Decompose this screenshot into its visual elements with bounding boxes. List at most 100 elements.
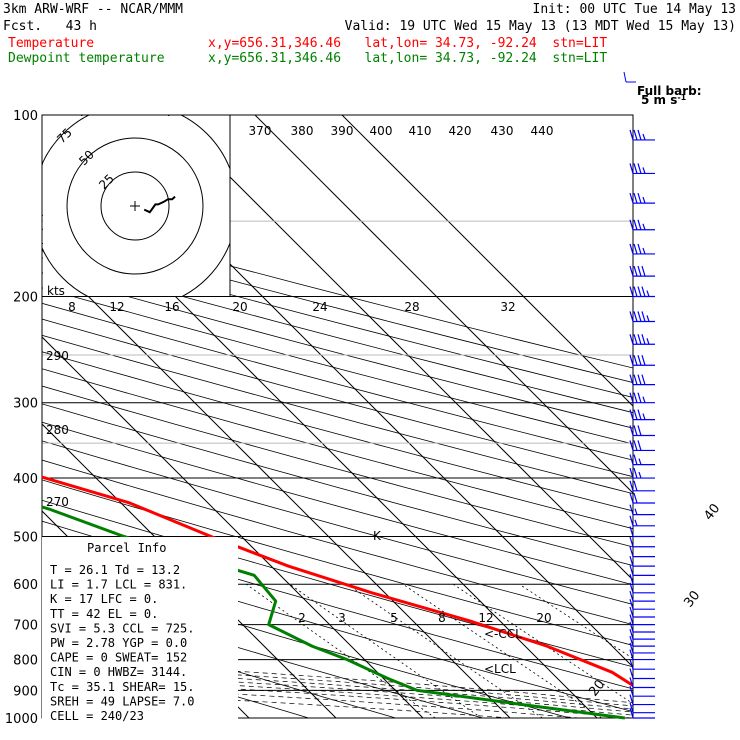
mixing-ratio-label: 8: [438, 611, 446, 625]
wind-barb: [629, 219, 655, 231]
mixing-ratio-label: 5: [390, 611, 398, 625]
wind-barb: [629, 192, 655, 204]
dry-adiabat: [42, 459, 633, 626]
wind-barb-flag: [633, 440, 638, 451]
wind-barb-flag: [641, 311, 646, 322]
wind-barb: [629, 265, 655, 277]
pressure-label: 600: [13, 578, 38, 593]
dewpoint-profile: [42, 505, 625, 720]
mixing-ratio-line: [519, 583, 633, 660]
mixing-ratio-label: 12: [478, 611, 493, 625]
temperature-location: x,y=656.31,346.46 lat,lon= 34.73, -92.24…: [208, 36, 608, 51]
wind-barb-flag: [629, 599, 634, 610]
wind-barb-half: [642, 223, 646, 230]
dry-adiabat-label: 290: [46, 349, 69, 363]
dry-adiabat: [42, 421, 633, 586]
dry-adiabat: [42, 499, 633, 668]
wind-barb-flag: [629, 546, 634, 557]
model-title: 3km ARW-WRF -- NCAR/MMM: [3, 2, 184, 17]
parcel-info-row: Tc = 35.1 SHEAR= 15.: [50, 680, 195, 694]
theta-label: 440: [531, 124, 554, 138]
wind-barb-flag: [629, 707, 634, 719]
parcel-info-row: TT = 42 EL = 0.: [50, 607, 158, 621]
wind-barb-flag: [633, 374, 638, 385]
parcel-info-row: SREH = 49 LAPSE= 7.0: [50, 694, 195, 708]
wind-barb-flag: [629, 219, 634, 230]
wind-barb-half: [642, 133, 646, 141]
wind-barb-flag: [629, 409, 634, 420]
moist-adiabat: [42, 659, 633, 704]
pressure-label: 700: [13, 619, 38, 634]
parcel-info-row: T = 26.1 Td = 13.2: [50, 563, 180, 577]
wind-barb: [629, 311, 655, 323]
isotherm-line: [42, 249, 511, 719]
pressure-label: 900: [13, 684, 38, 699]
wind-barb-flag: [629, 659, 634, 670]
wind-barb-flag: [629, 526, 634, 537]
wind-barb-flag: [633, 163, 638, 174]
wind-barb-flag: [637, 311, 642, 322]
wind-barb-flag: [629, 440, 634, 451]
wind-barb: [629, 574, 655, 585]
wind-barb-flag: [633, 129, 638, 141]
wind-barb-half: [642, 247, 646, 255]
parcel-info-row: SVI = 5.3 CCL = 725.: [50, 621, 195, 635]
theta-label: 400: [370, 124, 393, 138]
wind-barb: [629, 599, 655, 610]
wind-barb-half: [646, 315, 650, 322]
parcel-info-background: [42, 537, 238, 726]
temperature-legend: Temperature: [8, 36, 95, 51]
wind-barb-flag: [633, 311, 638, 322]
wind-barb-half: [642, 396, 646, 403]
plot-frame: [41, 114, 634, 719]
mixing-ratio-label: 3: [338, 611, 346, 625]
wind-barb: [629, 668, 655, 680]
parcel-info-row: LI = 1.7 LCL = 831.: [50, 578, 187, 592]
wind-barb: [629, 163, 655, 175]
isotherm-label: 40: [701, 501, 723, 523]
wind-barb-flag: [633, 243, 638, 255]
wind-barb-flag: [641, 286, 646, 297]
wind-barb-flag: [629, 355, 634, 366]
wind-barb-flag: [637, 440, 642, 451]
wind-barb-flag: [629, 454, 634, 465]
pressure-label: 300: [13, 397, 38, 412]
wind-barb-flag: [637, 265, 642, 277]
wind-barb: [629, 555, 655, 567]
wind-barb-flag: [633, 454, 638, 465]
wind-barb-flag: [629, 635, 634, 647]
wind-barb-flag: [637, 425, 642, 436]
dry-adiabat: [42, 564, 570, 719]
wind-barb: [629, 546, 655, 558]
mixing-ratio-line: [289, 583, 482, 719]
parcel-info-row: K = 17 LFC = 0.: [50, 592, 158, 606]
wind-barb: [629, 129, 655, 141]
theta-label: 420: [449, 124, 472, 138]
speed-tick-label: 20: [232, 300, 247, 314]
isotherm-label: 20: [586, 677, 608, 699]
wind-barb: [629, 425, 655, 437]
dry-adiabat: [42, 587, 483, 719]
wind-barb-flag: [637, 286, 642, 297]
speed-tick-label: 32: [500, 300, 515, 314]
wind-barb-flag: [633, 425, 638, 436]
wind-barb-flag: [629, 685, 634, 697]
wind-barb: [629, 565, 655, 576]
wind-barb: [629, 243, 655, 255]
speed-tick-label: 16: [164, 300, 179, 314]
wind-barb: [629, 480, 655, 492]
wind-barb-flag: [629, 642, 634, 654]
wind-barb: [629, 628, 655, 640]
wind-barb: [629, 515, 655, 527]
wind-barb-flag: [637, 392, 642, 403]
wind-barb-flag: [629, 392, 634, 403]
k-index-mark: K: [373, 529, 382, 543]
isotherm-line: [42, 336, 424, 719]
lcl-mark: <LCL: [484, 662, 516, 676]
wind-barb-flag: [629, 565, 634, 576]
wind-barb-flag: [633, 192, 638, 204]
wind-barb-flag: [641, 355, 646, 366]
wind-barb-half: [638, 471, 642, 479]
wind-legend-barb: [623, 71, 627, 83]
